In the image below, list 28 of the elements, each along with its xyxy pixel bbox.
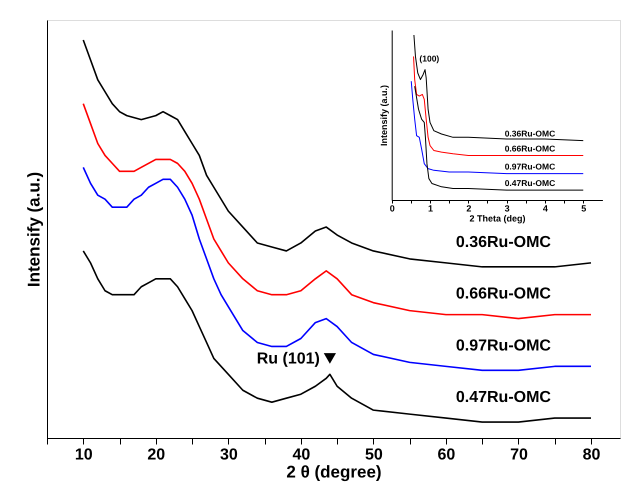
x-tick-label: 40 <box>292 446 310 464</box>
x-tick-label: 70 <box>510 446 528 464</box>
x-tick-label: 80 <box>582 446 600 464</box>
series-label: 0.66Ru-OMC <box>456 286 552 303</box>
x-axis-title: 2 Theta (deg) <box>470 214 526 224</box>
series-label: 0.66Ru-OMC <box>504 143 556 154</box>
series-label: 0.47Ru-OMC <box>504 178 556 188</box>
x-axis-title: 2 θ (degree) <box>286 462 382 482</box>
x-tick-label: 10 <box>74 446 93 464</box>
x-tick-label: 2 <box>466 204 472 214</box>
series-label: 0.36Ru-OMC <box>504 128 556 139</box>
series-label: 0.97Ru-OMC <box>456 337 552 354</box>
annotation: (100) <box>419 54 440 64</box>
series-label: 0.36Ru-OMC <box>456 234 552 251</box>
x-tick-label: 0 <box>390 204 395 214</box>
x-tick-label: 60 <box>438 446 456 464</box>
x-tick-label: 3 <box>504 204 510 214</box>
annotation: Ru (101) <box>256 350 320 368</box>
y-axis-title: Intensify (a.u.) <box>24 172 44 288</box>
y-axis-title: Intensify (a.u.) <box>379 84 390 146</box>
series-label: 0.47Ru-OMC <box>456 389 552 406</box>
x-tick-label: 4 <box>542 204 548 214</box>
series-label: 0.97Ru-OMC <box>504 162 556 172</box>
x-tick-label: 1 <box>428 204 434 214</box>
x-tick-label: 50 <box>364 446 383 464</box>
x-tick-label: 5 <box>581 204 586 214</box>
x-tick-label: 30 <box>220 446 238 464</box>
x-tick-label: 20 <box>147 446 166 464</box>
